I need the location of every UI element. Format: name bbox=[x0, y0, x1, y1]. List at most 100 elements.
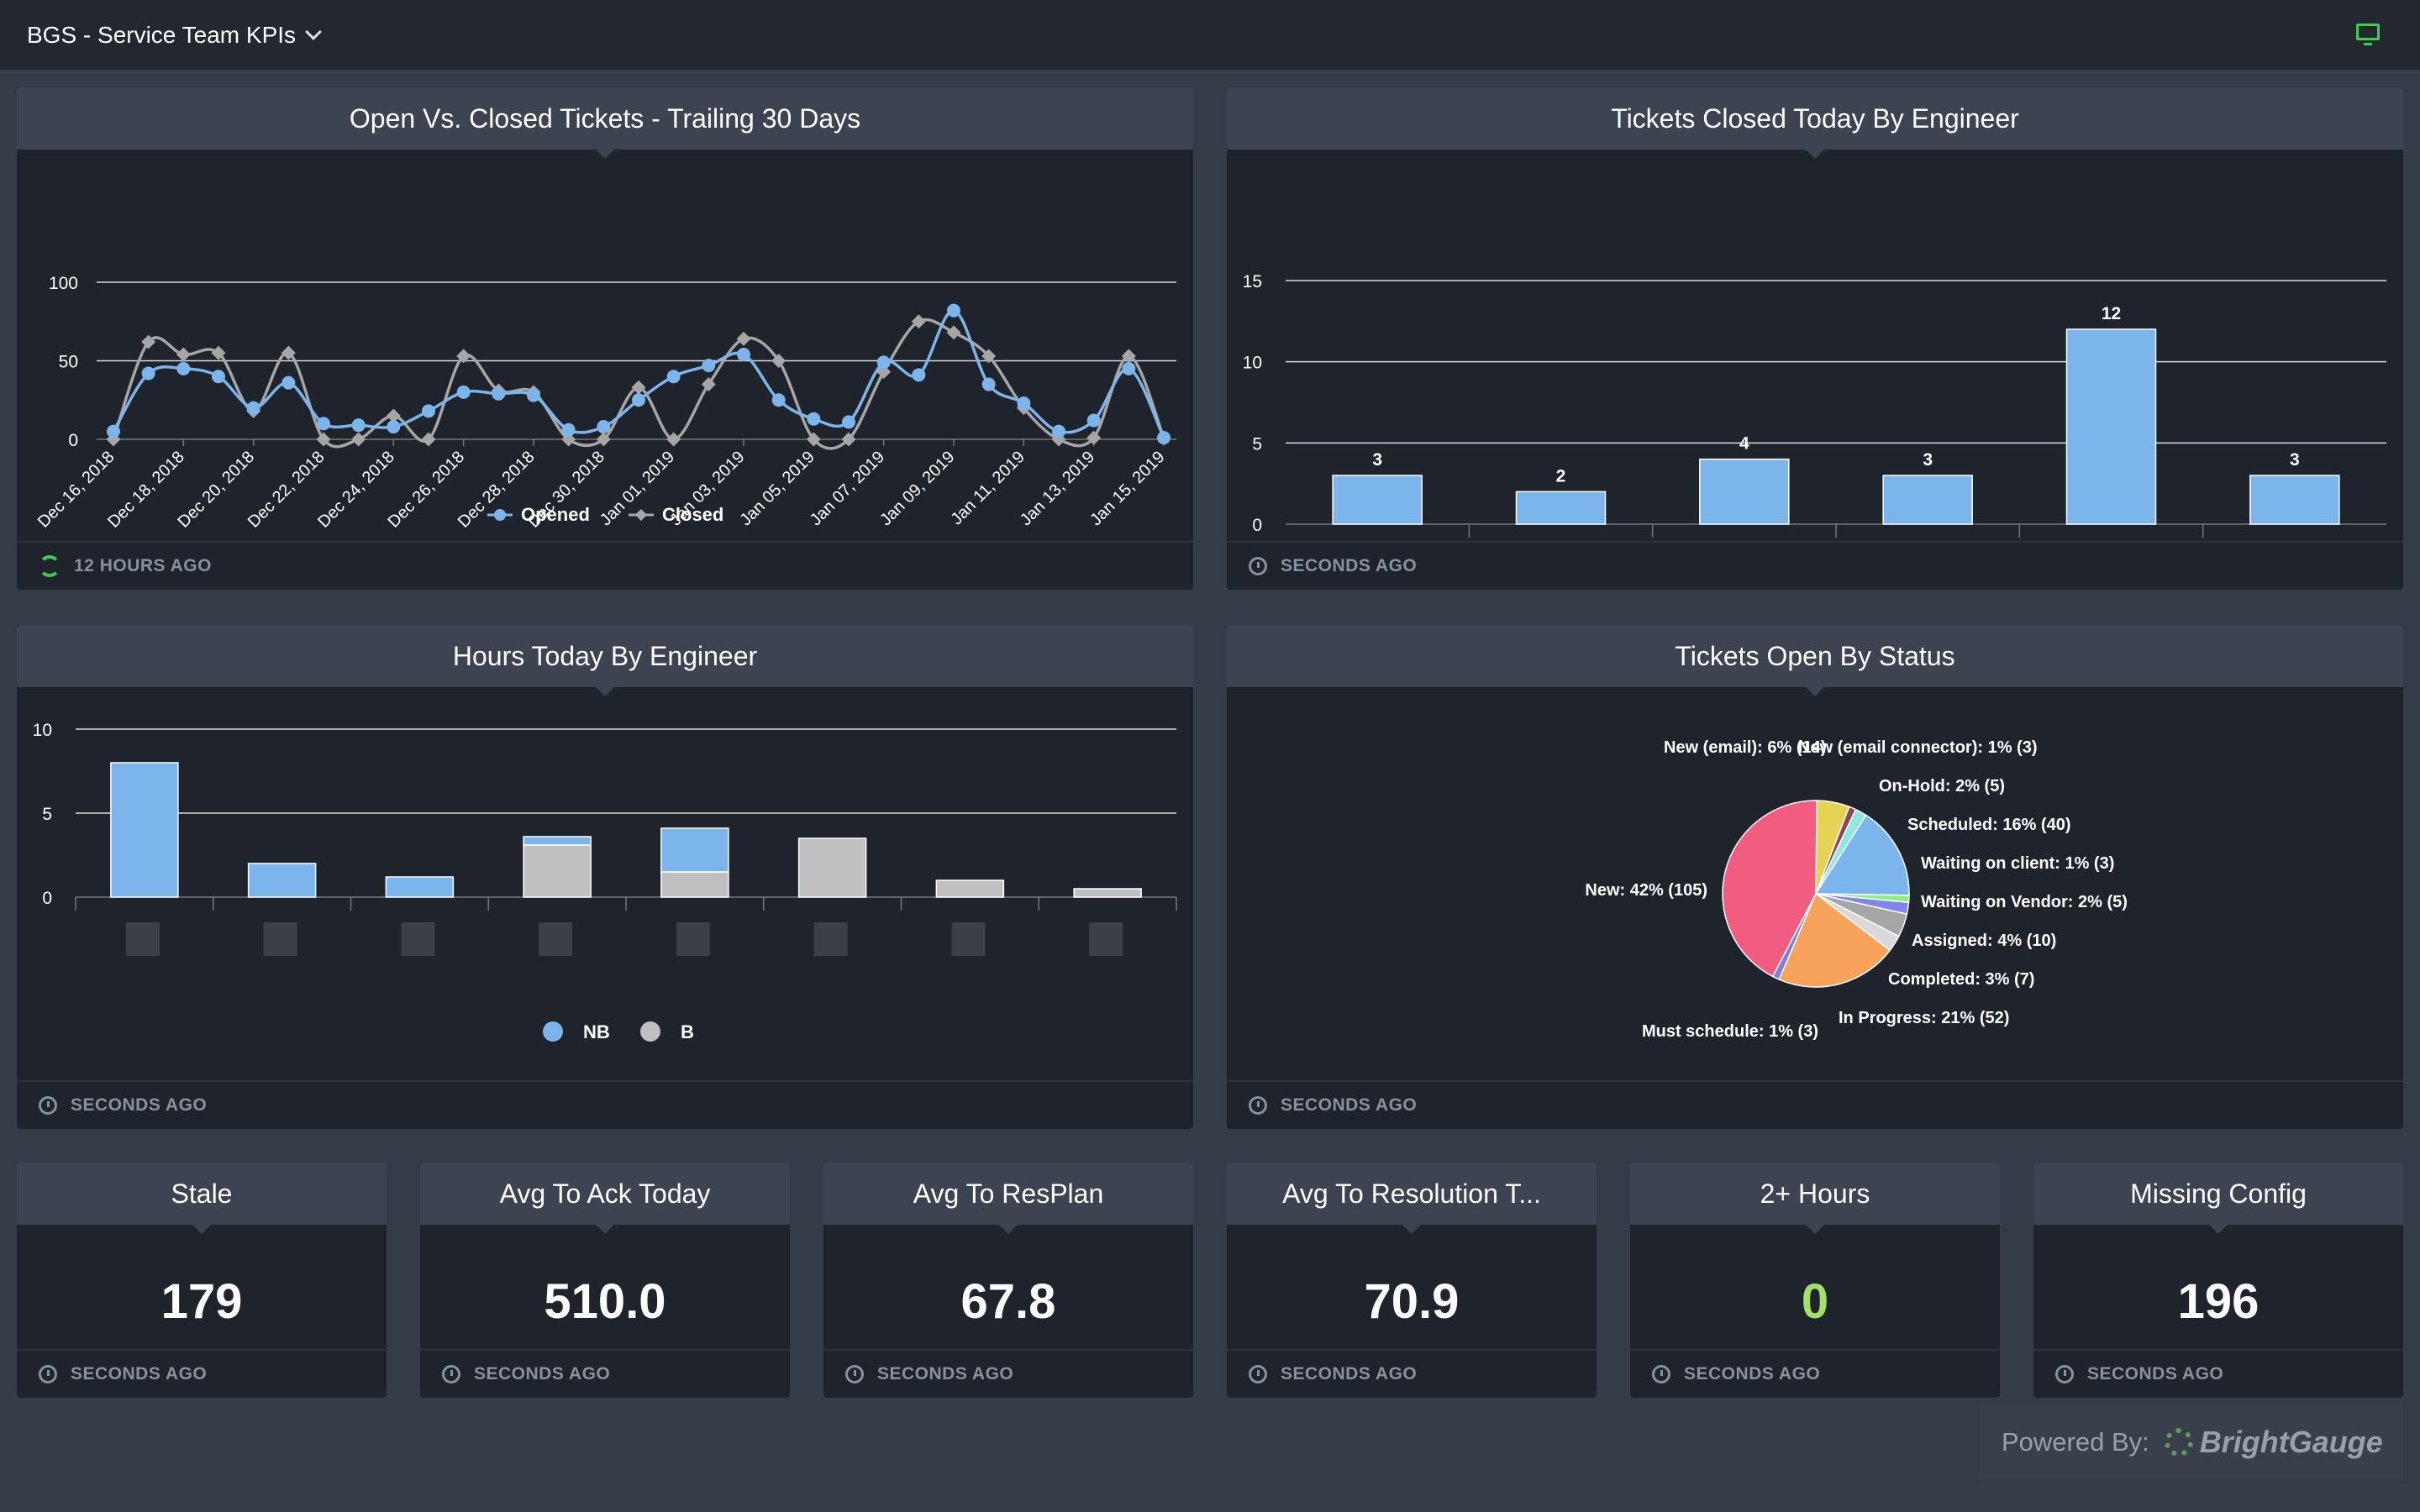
x-tick-label: Jan 15, 2019 bbox=[1086, 448, 1168, 529]
brightgauge-brand: BrightGauge bbox=[2199, 1425, 2383, 1459]
kpi-missing-config[interactable]: Missing Config 196 SECONDS AGO bbox=[2033, 1163, 2403, 1398]
bar bbox=[1882, 475, 1973, 525]
data-point bbox=[946, 325, 961, 340]
y-tick-label: 100 bbox=[49, 274, 78, 293]
pie-label: New (email connector): 1% (3) bbox=[1798, 738, 2038, 757]
data-point bbox=[771, 393, 786, 407]
dashboard-selector[interactable]: BGS - Service Team KPIs bbox=[27, 21, 322, 49]
data-point bbox=[596, 432, 611, 447]
data-label: 3 bbox=[1372, 450, 1382, 470]
kpi-value: 70.9 bbox=[1364, 1274, 1460, 1329]
pie-slice bbox=[1778, 892, 1891, 988]
kpi-updated: SECONDS AGO bbox=[1281, 1364, 1418, 1383]
data-point bbox=[806, 432, 821, 447]
pie-label: Assigned: 4% (10) bbox=[1912, 932, 2056, 950]
pie-label: New: 42% (105) bbox=[1585, 881, 1707, 900]
kpi-avg-to-resplan[interactable]: Avg To ResPlan 67.8 SECONDS AGO bbox=[823, 1163, 1193, 1398]
bar-segment bbox=[247, 863, 317, 898]
pie-label: Waiting on client: 1% (3) bbox=[1921, 854, 2114, 873]
powered-by-badge[interactable]: Powered By: BrightGauge bbox=[1980, 1404, 2403, 1480]
data-point bbox=[842, 415, 855, 429]
x-tick-label: Jan 13, 2019 bbox=[1017, 448, 1098, 529]
panel-footer: SECONDS AGO bbox=[2033, 1349, 2403, 1398]
data-point bbox=[701, 377, 716, 392]
redacted-name bbox=[951, 922, 986, 956]
bar-segment bbox=[523, 844, 592, 898]
y-tick-label: 10 bbox=[1243, 354, 1262, 373]
panel-footer: SECONDS AGO bbox=[1227, 541, 2403, 590]
panel-updated: 12 HOURS AGO bbox=[74, 556, 212, 575]
data-point bbox=[422, 404, 435, 418]
bar-segment bbox=[385, 876, 455, 898]
redacted-name bbox=[1089, 922, 1123, 956]
data-point bbox=[386, 408, 401, 423]
data-label: 12 bbox=[2102, 304, 2121, 323]
powered-by-label: Powered By: bbox=[2002, 1427, 2149, 1457]
data-point bbox=[176, 361, 191, 375]
data-point bbox=[1017, 396, 1031, 410]
y-tick-label: 50 bbox=[59, 353, 78, 372]
kpi-avg-to-ack-today[interactable]: Avg To Ack Today 510.0 SECONDS AGO bbox=[420, 1163, 790, 1398]
data-point bbox=[351, 418, 366, 433]
clock-icon bbox=[1249, 557, 1267, 575]
y-tick-label: 0 bbox=[68, 431, 78, 450]
legend-label: Opened bbox=[521, 504, 590, 525]
data-point bbox=[876, 355, 891, 370]
data-point bbox=[666, 432, 681, 447]
kpi-title: Avg To Resolution T... bbox=[1227, 1163, 1597, 1234]
bar-segment bbox=[935, 879, 1005, 898]
pie-label: New (email): 6% (14) bbox=[1664, 738, 1826, 757]
legend-marker bbox=[543, 1021, 563, 1042]
redacted-name bbox=[401, 922, 435, 956]
data-point bbox=[141, 366, 155, 381]
bar-segment bbox=[523, 836, 592, 846]
data-point bbox=[281, 375, 296, 390]
chevron-down-icon bbox=[305, 23, 322, 40]
panel-footer: SECONDS AGO bbox=[17, 1080, 1193, 1129]
clock-icon bbox=[442, 1365, 460, 1383]
data-point bbox=[176, 347, 191, 362]
kpi-value: 179 bbox=[160, 1274, 243, 1329]
legend-marker bbox=[634, 508, 648, 522]
x-tick-label: Jan 05, 2019 bbox=[737, 448, 818, 529]
panel-footer: SECONDS AGO bbox=[17, 1349, 387, 1398]
brightgauge-logo-icon bbox=[2164, 1428, 2193, 1457]
data-point bbox=[666, 370, 681, 384]
kpi-value: 0 bbox=[1801, 1274, 1829, 1329]
open-closed-panel: Open Vs. Closed Tickets - Trailing 30 Da… bbox=[17, 87, 1193, 590]
panel-footer: SECONDS AGO bbox=[1227, 1080, 2403, 1129]
panel-updated: SECONDS AGO bbox=[71, 1095, 208, 1115]
kpi-2-plus-hours[interactable]: 2+ Hours 0 SECONDS AGO bbox=[1630, 1163, 2000, 1398]
bar bbox=[2065, 328, 2157, 525]
kpi-stale[interactable]: Stale 179 SECONDS AGO bbox=[17, 1163, 387, 1398]
clock-icon bbox=[1249, 1365, 1267, 1383]
y-tick-label: 5 bbox=[42, 805, 52, 824]
kpi-value: 510.0 bbox=[544, 1274, 666, 1329]
closed-by-engineer-panel: Tickets Closed Today By Engineer 0 5 10 15 3… bbox=[1227, 87, 2403, 590]
data-point bbox=[561, 432, 576, 447]
data-point bbox=[947, 303, 960, 318]
kpi-title: Stale bbox=[17, 1163, 387, 1234]
panel-footer: SECONDS AGO bbox=[1227, 1349, 1597, 1398]
panel-footer: SECONDS AGO bbox=[823, 1349, 1193, 1398]
monitor-icon[interactable] bbox=[2356, 24, 2380, 45]
bar bbox=[2249, 475, 2340, 525]
kpi-title: Avg To Ack Today bbox=[420, 1163, 790, 1234]
pie-label: Waiting on Vendor: 2% (5) bbox=[1921, 893, 2128, 911]
kpi-title: Missing Config bbox=[2033, 1163, 2403, 1234]
kpi-avg-to-resolution[interactable]: Avg To Resolution T... 70.9 SECONDS AGO bbox=[1227, 1163, 1597, 1398]
bar-segment bbox=[660, 827, 729, 873]
data-point bbox=[351, 432, 366, 447]
bar-segment bbox=[1073, 888, 1142, 898]
data-point bbox=[632, 393, 645, 407]
dashboard-title: BGS - Service Team KPIs bbox=[27, 21, 297, 48]
data-label: 3 bbox=[2290, 450, 2300, 470]
pie-label: In Progress: 21% (52) bbox=[1839, 1009, 2009, 1027]
panel-updated: SECONDS AGO bbox=[1281, 556, 1418, 575]
clock-icon bbox=[1652, 1365, 1670, 1383]
closed-by-engineer-chart: 0 5 10 15 3 2 4 3 12 3 bbox=[1243, 272, 2386, 538]
redacted-name bbox=[813, 922, 848, 956]
kpi-updated: SECONDS AGO bbox=[474, 1364, 611, 1383]
legend-marker bbox=[640, 1021, 660, 1042]
